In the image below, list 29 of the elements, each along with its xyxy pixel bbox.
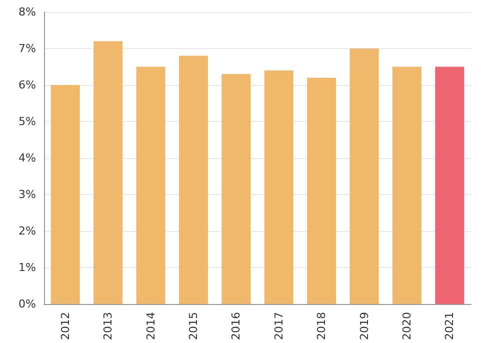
x-tick-label: 2020: [400, 312, 414, 340]
bar: [350, 48, 379, 304]
x-tick-label: 2016: [230, 312, 243, 340]
bar: [94, 41, 123, 304]
bar: [50, 85, 80, 304]
y-tick-label: 1%: [18, 261, 36, 274]
x-tick-label: 2021: [443, 312, 456, 340]
y-tick-label: 2%: [18, 224, 36, 238]
y-tick-label: 0%: [18, 298, 36, 311]
x-tick-label: 2017: [272, 312, 286, 340]
bar: [178, 56, 208, 304]
x-tick-label: 2019: [358, 312, 371, 340]
y-tick-label: 8%: [18, 6, 36, 18]
bar: [264, 70, 294, 304]
bar: [307, 78, 336, 304]
y-tick-label: 3%: [18, 188, 36, 202]
y-tick-label: 7%: [18, 42, 36, 55]
x-tick-label: 2014: [144, 312, 158, 340]
x-tick-label: 2018: [315, 312, 328, 340]
x-tick-label: 2015: [186, 312, 200, 340]
x-tick-label: 2013: [102, 312, 115, 340]
bar: [222, 74, 251, 304]
y-tick-label: 4%: [18, 152, 36, 165]
bar: [392, 66, 422, 304]
y-tick-label: 6%: [18, 78, 36, 92]
y-tick-label: 5%: [18, 115, 36, 128]
bar: [136, 66, 166, 304]
x-tick-label: 2012: [58, 312, 72, 340]
bar: [435, 66, 464, 304]
